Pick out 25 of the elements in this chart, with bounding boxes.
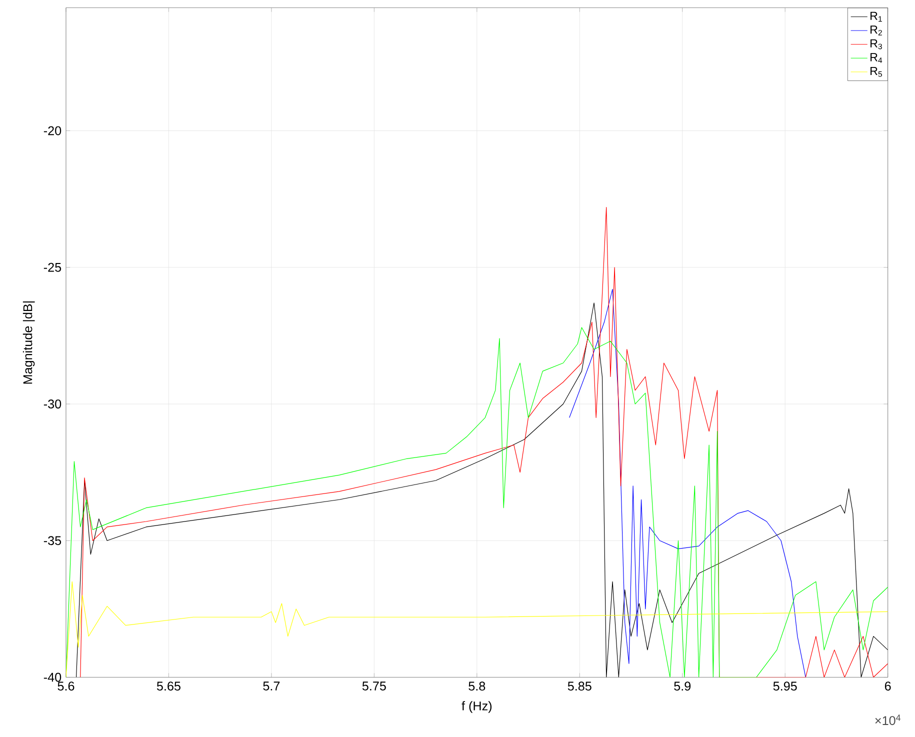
y-tick-label: -25 [44, 262, 62, 272]
y-tick-label: -20 [44, 126, 62, 135]
y-tick-label: -35 [44, 536, 62, 545]
legend-label: R$_{1}$ [870, 12, 882, 22]
legend-label: R$_{3}$ [870, 39, 882, 50]
y-tick-label: -30 [44, 399, 62, 408]
legend-label: R$_{5}$ [870, 66, 882, 77]
x-tick-label: 5.9 [674, 681, 691, 690]
x-tick-label: 5.6 [58, 681, 74, 690]
legend-label: R$_{2}$ [870, 25, 882, 36]
x-tick-label: 5.65 [156, 681, 180, 690]
x-tick-label: 5.7 [263, 681, 280, 690]
line-series [80, 206, 888, 678]
x-tick-label: 5.75 [362, 681, 386, 690]
text: ×10$^{4}$ [875, 714, 900, 725]
x-tick-label: 5.85 [568, 681, 592, 690]
x-tick-label: 5.95 [773, 681, 797, 690]
y-axis-title: Magnitude |dB| [22, 301, 35, 384]
y-tick-label: -40 [44, 672, 62, 682]
x-tick-label: 5.8 [468, 681, 486, 690]
line-series [66, 581, 888, 678]
line-series [569, 288, 806, 678]
x-axis-title: f (Hz) [462, 700, 492, 713]
legend-label: R$_{4}$ [870, 52, 882, 63]
x-tick-label: 6 [884, 681, 891, 690]
